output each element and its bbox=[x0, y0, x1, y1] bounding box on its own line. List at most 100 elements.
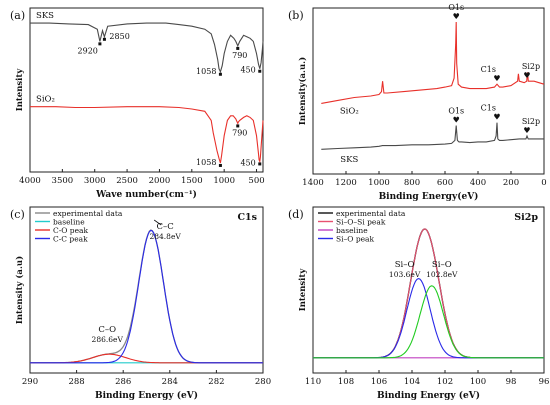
x-axis-label: Binding Energy (eV) bbox=[377, 390, 480, 401]
x-axis-label: Wave number(cm⁻¹) bbox=[95, 189, 197, 200]
x-tick-label: 290 bbox=[22, 377, 38, 387]
x-tick-label: 100 bbox=[470, 377, 486, 387]
series-line bbox=[30, 229, 263, 364]
series-c-o-peak bbox=[30, 353, 263, 364]
panel-label: (b) bbox=[288, 9, 304, 22]
legend-entry: C-O peak bbox=[53, 226, 89, 235]
legend-entry: experimental data bbox=[336, 209, 406, 218]
series-line bbox=[30, 353, 263, 364]
heart-marker: ♥ bbox=[523, 126, 530, 135]
series-sio2: SiO₂ 1058 790 450 bbox=[30, 95, 264, 167]
legend-entry: Si–O peak bbox=[336, 235, 375, 244]
panel-label: (c) bbox=[10, 208, 25, 221]
plot-frame bbox=[29, 206, 264, 374]
plot-frame bbox=[312, 7, 545, 175]
series-line bbox=[30, 229, 263, 364]
peak-label: Si–O bbox=[395, 260, 415, 270]
legend-entry: Si–O–Si peak bbox=[336, 218, 386, 227]
panel-label: (a) bbox=[10, 9, 25, 22]
panel-title: Si2p bbox=[514, 212, 538, 223]
peak-label: Si2p bbox=[522, 62, 540, 71]
peak-value-label: 103.6eV bbox=[389, 270, 421, 279]
peak-value-label: 102.8eV bbox=[426, 270, 458, 279]
x-tick-label: 2500 bbox=[116, 176, 138, 186]
legend-entry: experimental data bbox=[53, 209, 123, 218]
series-label: SKS bbox=[340, 155, 358, 165]
x-tick-label: 200 bbox=[503, 178, 519, 188]
peak-label: Si2p bbox=[522, 117, 540, 126]
legend-entry: C-C peak bbox=[53, 235, 88, 244]
annotation-arrow bbox=[153, 219, 162, 226]
series-si-o-si-peak bbox=[313, 228, 544, 359]
x-tick-label: 98 bbox=[506, 377, 517, 387]
x-tick-label: 800 bbox=[404, 178, 420, 188]
heart-marker: ♥ bbox=[453, 12, 460, 21]
heart-marker: ♥ bbox=[493, 74, 500, 83]
peak-label: 790 bbox=[232, 51, 247, 60]
heart-marker: ♥ bbox=[523, 71, 530, 80]
series-sks: SKS♥O1s♥C1s♥Si2p bbox=[321, 104, 544, 165]
series-c-c-peak bbox=[30, 229, 263, 364]
x-tick-label: 600 bbox=[437, 178, 453, 188]
x-tick-label: 284 bbox=[162, 377, 178, 387]
peak-label: C1s bbox=[481, 65, 496, 74]
peak-marker bbox=[218, 72, 222, 76]
panel-label: (d) bbox=[288, 208, 304, 221]
x-tick-label: 1200 bbox=[335, 178, 357, 188]
peak-value-label: 284.8eV bbox=[149, 232, 181, 241]
x-tick-label: 400 bbox=[470, 178, 486, 188]
y-axis-label: Intensity bbox=[298, 268, 308, 312]
y-axis-label: Intensity bbox=[15, 68, 25, 112]
series-experimental-data bbox=[30, 229, 263, 364]
x-tick-label: 0 bbox=[541, 178, 546, 188]
peak-label: C–C bbox=[157, 222, 174, 232]
peak-label: C1s bbox=[481, 104, 496, 113]
y-axis-label: Intensity (a.u) bbox=[14, 256, 25, 324]
series-line bbox=[313, 278, 544, 359]
series-experimental-data bbox=[313, 228, 544, 359]
plot-frame bbox=[29, 7, 264, 173]
x-tick-label: 104 bbox=[404, 377, 420, 387]
x-tick-label: 3500 bbox=[52, 176, 74, 186]
x-tick-label: 3000 bbox=[84, 176, 106, 186]
series-line bbox=[313, 228, 544, 359]
peak-label: 2850 bbox=[109, 32, 129, 41]
peak-marker bbox=[98, 42, 102, 46]
panel-d: 110 108 106 104 102 100 98 96 Binding Energy (eV… bbox=[288, 206, 549, 401]
peak-label: 450 bbox=[240, 158, 255, 167]
series-sks: SKS 2920 2850 1058 790 450 bbox=[30, 11, 264, 76]
peak-marker bbox=[102, 37, 106, 41]
peak-label: 790 bbox=[232, 128, 247, 137]
x-tick-label: 106 bbox=[371, 377, 387, 387]
x-tick-label: 500 bbox=[248, 176, 264, 186]
series-label: SiO₂ bbox=[36, 95, 55, 105]
x-tick-label: 1500 bbox=[181, 176, 203, 186]
series-line bbox=[30, 22, 264, 74]
x-tick-label: 110 bbox=[305, 377, 321, 387]
heart-marker: ♥ bbox=[493, 113, 500, 122]
peak-label: O1s bbox=[448, 3, 464, 12]
series-label: SiO₂ bbox=[340, 106, 359, 116]
panel-c: 290 288 286 284 282 280 Binding Energy (eV) Int… bbox=[10, 206, 271, 401]
series-line bbox=[313, 228, 544, 359]
x-tick-label: 1000 bbox=[213, 176, 235, 186]
peak-marker bbox=[236, 124, 240, 128]
peak-label: 450 bbox=[240, 66, 255, 75]
series-label: SKS bbox=[36, 11, 54, 21]
peak-marker bbox=[258, 162, 262, 166]
panel-b: 1400 1200 1000 800 600 400 200 0 Binding Energy(… bbox=[288, 3, 547, 202]
x-tick-label: 4000 bbox=[19, 176, 41, 186]
peak-label: 1058 bbox=[196, 158, 216, 167]
series-sio2: SiO₂♥O1s♥C1s♥Si2p bbox=[321, 3, 545, 116]
peak-label: Si–O bbox=[432, 260, 452, 270]
panel-title: C1s bbox=[237, 212, 257, 223]
x-axis-label: Binding Energy (eV) bbox=[95, 390, 198, 401]
x-tick-label: 1400 bbox=[302, 178, 324, 188]
legend-entry: baseline bbox=[336, 226, 368, 235]
series-green-peak bbox=[313, 285, 544, 359]
x-tick-label: 102 bbox=[437, 377, 453, 387]
x-tick-label: 282 bbox=[208, 377, 224, 387]
